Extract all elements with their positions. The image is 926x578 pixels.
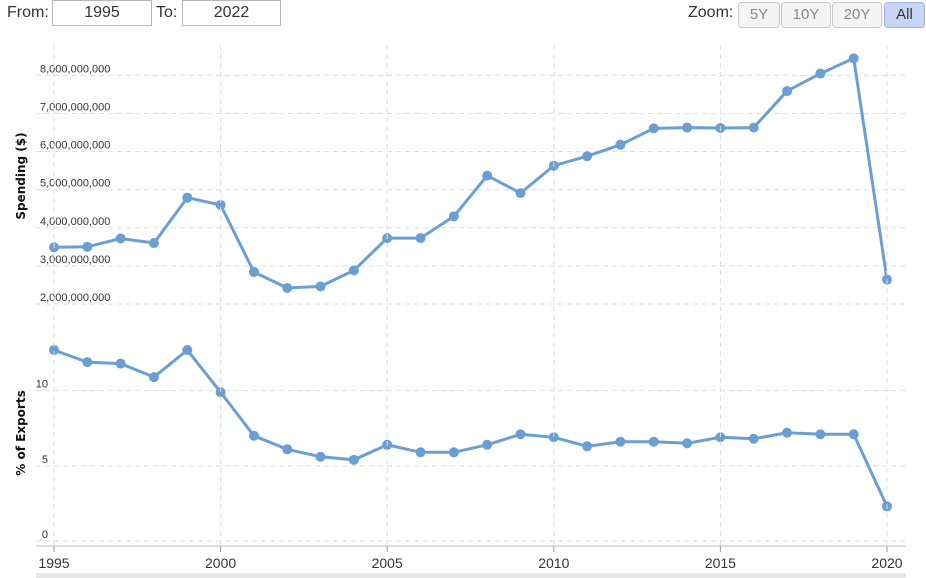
x-tick-label: 2020 [871, 555, 902, 571]
exports-ytick-label: 10 [36, 379, 48, 391]
spending-panel: Spending ($) 2,000,000,000 3,000,000,000 4… [14, 53, 906, 305]
exports-data-point[interactable] [648, 436, 659, 447]
exports-data-point[interactable] [548, 432, 559, 443]
spending-data-point[interactable] [248, 266, 259, 277]
exports-data-point[interactable] [448, 447, 459, 458]
exports-panel: % of Exports 0 5 10 [14, 345, 906, 542]
spending-data-point[interactable] [615, 139, 626, 150]
exports-data-point[interactable] [515, 429, 526, 440]
exports-data-point[interactable] [848, 429, 859, 440]
spending-data-point[interactable] [282, 282, 293, 293]
exports-data-point[interactable] [615, 436, 626, 447]
spending-data-point[interactable] [815, 68, 826, 79]
exports-data-point[interactable] [815, 429, 826, 440]
spending-ytick-label: 3,000,000,000 [40, 254, 110, 266]
exports-data-point[interactable] [682, 438, 693, 449]
spending-ytick-label: 2,000,000,000 [40, 292, 110, 304]
spending-data-point[interactable] [648, 123, 659, 134]
spending-ytick-label: 7,000,000,000 [40, 102, 110, 114]
spending-data-point[interactable] [582, 151, 593, 162]
exports-data-point[interactable] [782, 427, 793, 438]
exports-data-point[interactable] [348, 454, 359, 465]
spending-data-point[interactable] [448, 211, 459, 222]
exports-data-point[interactable] [315, 451, 326, 462]
x-tick-label: 2005 [372, 555, 403, 571]
spending-ytick-label: 6,000,000,000 [40, 140, 110, 152]
spending-data-point[interactable] [182, 192, 193, 203]
from-date-input[interactable]: 1995 [52, 0, 152, 26]
range-toolbar: From: 1995 To: 2022 Zoom: 5Y 10Y 20Y All [0, 0, 926, 30]
spending-data-point[interactable] [148, 238, 159, 249]
exports-axis-label: % of Exports [14, 390, 28, 475]
x-tick-label: 2000 [205, 555, 236, 571]
exports-data-point[interactable] [115, 358, 126, 369]
spending-ytick-label: 8,000,000,000 [40, 63, 110, 75]
x-tick-label: 2015 [705, 555, 736, 571]
spending-data-point[interactable] [82, 241, 93, 252]
spending-series-line [53, 56, 889, 290]
spending-data-point[interactable] [848, 53, 859, 64]
exports-ytick-label: 5 [42, 454, 48, 466]
spending-data-point[interactable] [782, 86, 793, 97]
spending-data-point[interactable] [315, 281, 326, 292]
spending-data-point[interactable] [482, 170, 493, 181]
zoom-label: Zoom: [688, 4, 734, 21]
to-label: To: [156, 4, 178, 21]
chart-area: Spending ($) 2,000,000,000 3,000,000,000 4… [14, 45, 906, 578]
spending-ytick-label: 5,000,000,000 [40, 178, 110, 190]
x-tick-label: 1995 [38, 555, 69, 571]
spending-axis-label: Spending ($) [14, 132, 28, 219]
exports-data-point[interactable] [182, 345, 193, 356]
spending-data-point[interactable] [115, 233, 126, 244]
spending-data-point[interactable] [215, 199, 226, 210]
spending-data-point[interactable] [682, 122, 693, 133]
exports-data-point[interactable] [248, 430, 259, 441]
exports-data-point[interactable] [582, 441, 593, 452]
exports-series-line [53, 347, 889, 508]
spending-ytick-label: 4,000,000,000 [40, 216, 110, 228]
exports-data-point[interactable] [715, 432, 726, 443]
spending-data-point[interactable] [415, 233, 426, 244]
exports-data-point[interactable] [282, 444, 293, 455]
exports-data-point[interactable] [148, 372, 159, 383]
x-tick-label: 2010 [538, 555, 569, 571]
spending-data-point[interactable] [515, 188, 526, 199]
exports-data-point[interactable] [482, 439, 493, 450]
to-date-input[interactable]: 2022 [182, 0, 281, 26]
exports-data-point[interactable] [82, 357, 93, 368]
exports-ytick-label: 0 [42, 529, 48, 541]
zoom-5y-button[interactable]: 5Y [738, 2, 780, 28]
exports-data-point[interactable] [415, 447, 426, 458]
zoom-20y-button[interactable]: 20Y [832, 2, 882, 28]
exports-data-point[interactable] [748, 433, 759, 444]
spending-data-point[interactable] [348, 265, 359, 276]
from-label: From: [7, 4, 49, 21]
zoom-10y-button[interactable]: 10Y [781, 2, 831, 28]
exports-data-point[interactable] [49, 345, 59, 356]
zoom-all-button[interactable]: All [884, 2, 925, 28]
navigator-scrollbar[interactable] [36, 573, 906, 578]
spending-data-point[interactable] [748, 122, 759, 133]
exports-data-point[interactable] [215, 387, 226, 398]
